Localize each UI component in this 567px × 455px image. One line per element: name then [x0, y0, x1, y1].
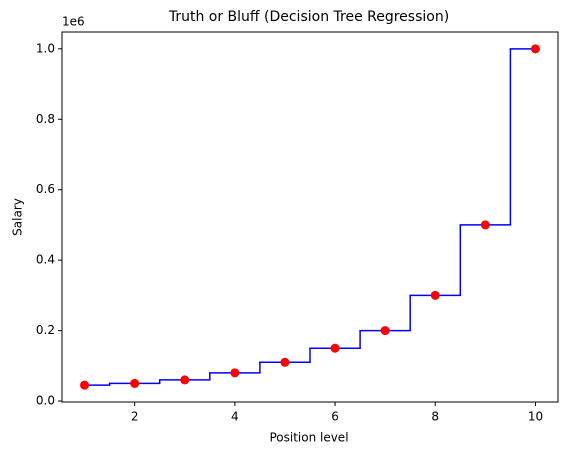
y-tick-label: 1.0 [36, 41, 55, 55]
y-tick-label: 0.8 [36, 112, 55, 126]
y-axis-label: Salary [11, 198, 25, 236]
x-tick-label: 10 [528, 410, 543, 424]
point [430, 290, 440, 300]
point [380, 326, 390, 336]
x-tick-label: 2 [131, 410, 139, 424]
point [330, 343, 340, 353]
y-tick-label: 0.4 [36, 253, 55, 267]
plot-frame [61, 31, 559, 403]
x-tick-label: 6 [331, 410, 339, 424]
chart-title: Truth or Bluff (Decision Tree Regression… [168, 9, 449, 25]
point [480, 220, 490, 230]
point [280, 357, 290, 367]
point [530, 44, 540, 54]
y-tick-label: 0.6 [36, 182, 55, 196]
y-offset-label: 1e6 [62, 15, 85, 29]
y-tick-label: 0.2 [36, 323, 55, 337]
point [130, 378, 140, 388]
x-tick-label: 4 [231, 410, 239, 424]
point [80, 380, 90, 390]
point [230, 368, 240, 378]
x-axis-label: Position level [269, 431, 348, 445]
point [180, 375, 190, 385]
y-tick-label: 0.0 [36, 394, 55, 408]
x-tick-label: 8 [431, 410, 439, 424]
